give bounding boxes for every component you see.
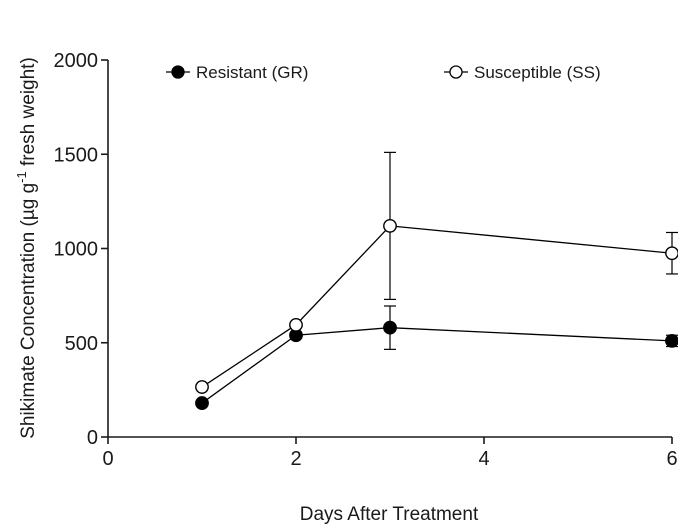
y-tick-label: 1500: [54, 144, 99, 166]
data-point-resistant: [665, 333, 678, 348]
y-axis-title-main: Shikimate Concentration (µg g: [18, 183, 39, 439]
x-tick-label: 6: [666, 448, 677, 470]
legend-marker-susceptible: [449, 65, 463, 79]
series-susceptible: [195, 151, 678, 394]
y-ticks: 0 500 1000 1500 2000: [54, 50, 108, 449]
y-axis-title: Shikimate Concentration (µg g-1 fresh we…: [14, 57, 39, 439]
y-tick-label: 500: [65, 333, 98, 355]
legend-item-resistant: Resistant (GR): [166, 63, 308, 82]
data-point-susceptible: [195, 380, 209, 394]
legend-label-resistant: Resistant (GR): [196, 63, 308, 82]
data-point-resistant: [195, 396, 209, 410]
x-axis-title: Days After Treatment: [300, 504, 479, 525]
x-tick-label: 4: [478, 448, 489, 470]
y-axis-title-sup: -1: [14, 171, 29, 183]
x-tick-label: 0: [102, 448, 113, 470]
x-tick-label: 2: [290, 448, 301, 470]
y-tick-label: 1000: [54, 239, 99, 261]
plot-area: 0 500 1000 1500 2000 0 2 4 6: [54, 50, 678, 470]
y-tick-label: 2000: [54, 50, 99, 72]
legend-label-susceptible: Susceptible (SS): [474, 63, 601, 82]
legend: Resistant (GR) Susceptible (SS): [166, 63, 601, 82]
y-axis-title-tail: fresh weight): [18, 57, 39, 171]
y-tick-label: 0: [87, 427, 98, 449]
legend-marker-resistant: [171, 65, 185, 79]
data-point-susceptible: [665, 246, 678, 261]
series-line-susceptible: [201, 225, 673, 388]
x-ticks: 0 2 4 6: [102, 437, 678, 470]
series-layer: [195, 151, 678, 410]
legend-item-susceptible: Susceptible (SS): [444, 63, 601, 82]
series-line-resistant: [201, 327, 673, 404]
series-resistant: [195, 305, 678, 410]
data-point-susceptible: [383, 218, 397, 233]
data-point-resistant: [383, 320, 397, 335]
data-point-susceptible: [289, 317, 303, 332]
